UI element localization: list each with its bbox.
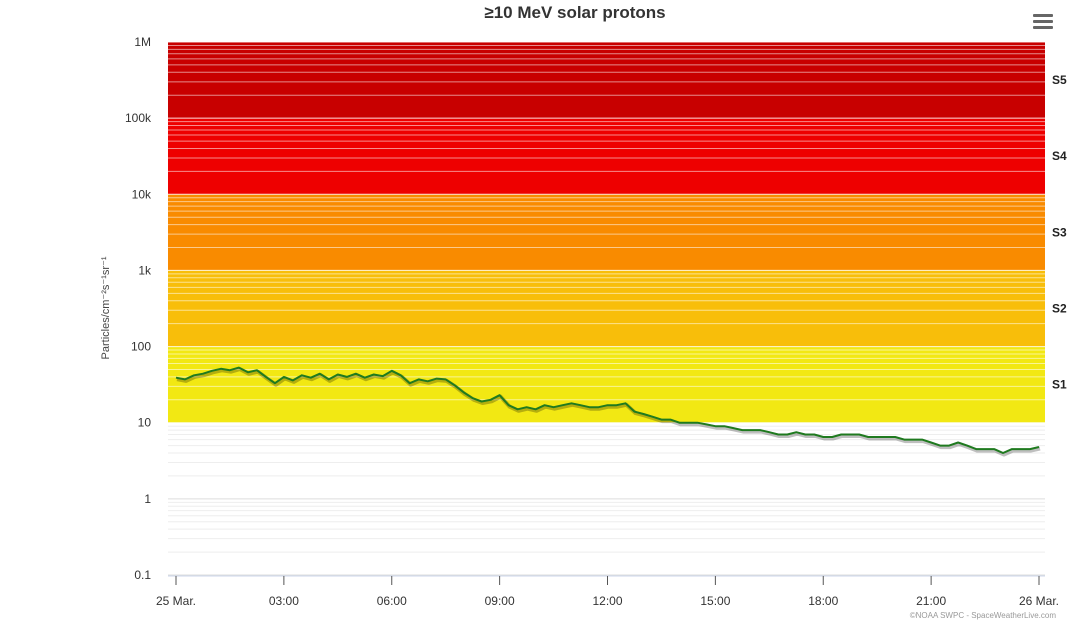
series-layer bbox=[175, 366, 1041, 457]
x-tick-label: 21:00 bbox=[916, 594, 946, 608]
severity-label-s4: S4 bbox=[1052, 149, 1067, 163]
band-s1 bbox=[168, 346, 1045, 423]
band-s4 bbox=[168, 118, 1045, 195]
band-s5 bbox=[168, 42, 1045, 119]
severity-labels: S1 S2 S3 S4 S5 bbox=[1052, 73, 1067, 392]
y-axis-title: Particles/cm⁻²s⁻¹sr⁻¹ bbox=[100, 256, 112, 359]
severity-label-s1: S1 bbox=[1052, 378, 1067, 392]
x-axis: 25 Mar. 03:00 06:00 09:00 12:00 15:00 18:00 21:… bbox=[156, 575, 1059, 608]
x-tick-label: 06:00 bbox=[377, 594, 407, 608]
y-tick-label: 10 bbox=[138, 416, 152, 430]
menu-bar bbox=[1033, 14, 1053, 17]
y-tick-label: 1 bbox=[144, 492, 151, 506]
grid bbox=[168, 41, 1045, 576]
x-tick-label: 09:00 bbox=[485, 594, 515, 608]
x-tick-label: 26 Mar. bbox=[1019, 594, 1059, 608]
band-s3 bbox=[168, 194, 1045, 271]
x-tick-label: 12:00 bbox=[592, 594, 622, 608]
hamburger-menu-icon[interactable] bbox=[1032, 12, 1054, 32]
series-line bbox=[175, 366, 1040, 454]
y-tick-label: 100k bbox=[125, 111, 152, 125]
severity-label-s2: S2 bbox=[1052, 302, 1067, 316]
menu-bar bbox=[1033, 20, 1053, 23]
y-tick-label: 0.1 bbox=[134, 568, 151, 582]
credit-text: ©NOAA SWPC - SpaceWeatherLive.com bbox=[910, 611, 1057, 620]
chart-title: ≥10 MeV solar protons bbox=[484, 3, 665, 22]
x-tick-label: 18:00 bbox=[808, 594, 838, 608]
severity-label-s5: S5 bbox=[1052, 73, 1067, 87]
x-tick-label: 25 Mar. bbox=[156, 594, 196, 608]
y-tick-label: 10k bbox=[132, 187, 152, 201]
y-tick-label: 1k bbox=[138, 263, 152, 277]
y-tick-label: 1M bbox=[134, 35, 151, 49]
x-tick-label: 15:00 bbox=[700, 594, 730, 608]
severity-bands bbox=[168, 42, 1045, 423]
y-axis: 0.1 1 10 100 1k 10k 100k 1M bbox=[125, 35, 152, 582]
x-tick-label: 03:00 bbox=[269, 594, 299, 608]
menu-bar bbox=[1033, 26, 1053, 29]
band-s2 bbox=[168, 270, 1045, 347]
severity-label-s3: S3 bbox=[1052, 225, 1067, 239]
y-tick-label: 100 bbox=[131, 340, 151, 354]
